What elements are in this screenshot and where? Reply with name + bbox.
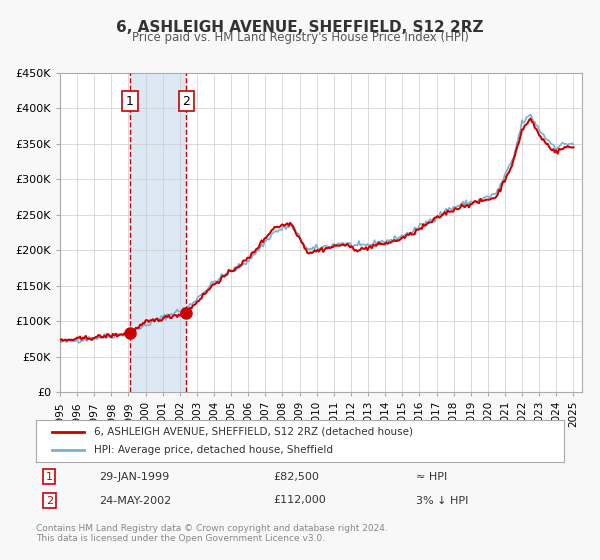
Text: 6, ASHLEIGH AVENUE, SHEFFIELD, S12 2RZ (detached house): 6, ASHLEIGH AVENUE, SHEFFIELD, S12 2RZ (…	[94, 427, 413, 437]
Text: ≈ HPI: ≈ HPI	[416, 472, 448, 482]
Text: £112,000: £112,000	[274, 496, 326, 506]
Text: 3% ↓ HPI: 3% ↓ HPI	[416, 496, 469, 506]
Text: 1: 1	[126, 95, 134, 108]
Text: 2: 2	[46, 496, 53, 506]
Text: Contains HM Land Registry data © Crown copyright and database right 2024.
This d: Contains HM Land Registry data © Crown c…	[36, 524, 388, 543]
Text: 29-JAN-1999: 29-JAN-1999	[100, 472, 170, 482]
Text: 6, ASHLEIGH AVENUE, SHEFFIELD, S12 2RZ: 6, ASHLEIGH AVENUE, SHEFFIELD, S12 2RZ	[116, 20, 484, 35]
Text: 24-MAY-2002: 24-MAY-2002	[100, 496, 172, 506]
Text: 2: 2	[182, 95, 190, 108]
Text: £82,500: £82,500	[274, 472, 319, 482]
Text: Price paid vs. HM Land Registry's House Price Index (HPI): Price paid vs. HM Land Registry's House …	[131, 31, 469, 44]
Bar	[130, 73, 187, 392]
Text: 1: 1	[46, 472, 53, 482]
Text: HPI: Average price, detached house, Sheffield: HPI: Average price, detached house, Shef…	[94, 445, 333, 455]
